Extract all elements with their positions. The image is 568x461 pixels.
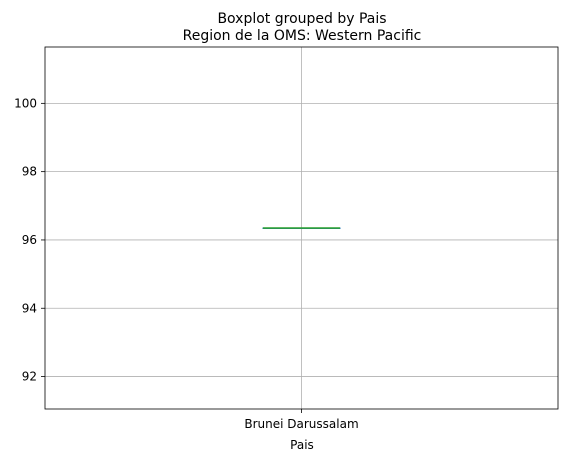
x-tick-label: Brunei Darussalam	[244, 417, 358, 431]
x-axis-label: Pais	[290, 438, 314, 452]
boxes	[262, 227, 341, 229]
chart-title: Region de la OMS: Western Pacific	[183, 28, 422, 44]
y-tick-label: 98	[22, 165, 37, 179]
axis-ticks: 92 94 96 98 100 Brunei Darussalam	[14, 96, 359, 431]
y-tick-label: 100	[14, 96, 37, 110]
y-tick-label: 92	[22, 370, 37, 384]
y-tick-label: 94	[22, 301, 37, 315]
box-0	[262, 227, 341, 229]
y-tick-label: 96	[22, 233, 37, 247]
chart-suptitle: Boxplot grouped by Pais	[217, 11, 386, 27]
